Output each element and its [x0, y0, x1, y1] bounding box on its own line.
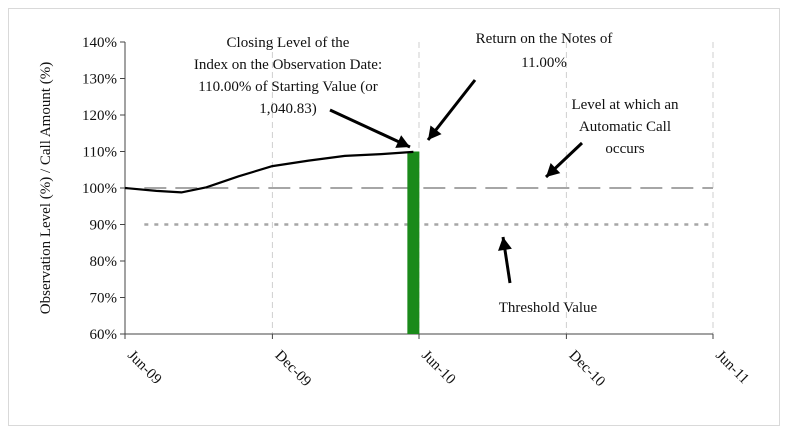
annotation-line: Index on the Observation Date:: [194, 57, 382, 73]
return-bar: [407, 151, 420, 334]
annotation-line: 110.00% of Starting Value (or: [198, 79, 378, 95]
series-lines: [124, 150, 414, 194]
y-tick-label: 130%: [82, 72, 117, 88]
y-tick-label: 110%: [83, 145, 117, 161]
chart-frame: [8, 8, 780, 426]
annotation-text: Threshold Value: [499, 300, 598, 316]
y-tick-label: 100%: [82, 181, 117, 197]
annotations: Closing Level of the Index on the Observa…: [194, 31, 679, 316]
y-tick-label: 140%: [82, 35, 117, 51]
annotation-line: Closing Level of the: [227, 35, 350, 51]
y-tick-label: 120%: [82, 108, 117, 124]
call-level-arrow-head: [546, 162, 561, 177]
y-tick-label: 60%: [90, 327, 118, 343]
y-axis-label: Observation Level (%) / Call Amount (%): [38, 62, 54, 314]
x-tick-label: Jun-11: [712, 348, 752, 388]
annotation-line: 1,040.83): [259, 101, 317, 117]
return-arrow-head: [428, 125, 442, 140]
annotation-line: Return on the Notes of: [476, 31, 613, 47]
bars: [407, 151, 420, 334]
annotation-line: 11.00%: [521, 55, 567, 71]
annotation-text: Level at which an Automatic Call occurs: [571, 97, 679, 157]
x-tick-label: Jun-10: [418, 348, 458, 388]
annotation-text: Closing Level of the Index on the Observa…: [194, 35, 382, 117]
annotation-line: Automatic Call: [579, 119, 671, 135]
x-tick-label: Jun-09: [124, 348, 164, 388]
y-tick-label: 90%: [90, 218, 118, 234]
y-tick-labels: 60% 70% 80% 90% 100% 110% 120% 130% 140%: [82, 35, 117, 343]
threshold-arrow-head: [498, 237, 512, 251]
annotation-text: Return on the Notes of 11.00%: [476, 31, 613, 71]
index-level-line: [124, 150, 414, 194]
y-tick-label: 80%: [90, 254, 118, 270]
annotation-line: occurs: [605, 141, 644, 157]
x-tick-label: Dec-09: [272, 348, 315, 391]
reference-lines: [144, 187, 713, 226]
closing-level-arrow-head: [395, 135, 410, 148]
closing-level-arrow: [329, 108, 411, 149]
y-tick-label: 70%: [90, 291, 118, 307]
annotation-line: Threshold Value: [499, 300, 598, 316]
x-tick-label: Dec-10: [566, 348, 609, 391]
x-tick-labels: Jun-09 Dec-09 Jun-10 Dec-10 Jun-11: [124, 348, 752, 391]
annotation-line: Level at which an: [571, 97, 679, 113]
